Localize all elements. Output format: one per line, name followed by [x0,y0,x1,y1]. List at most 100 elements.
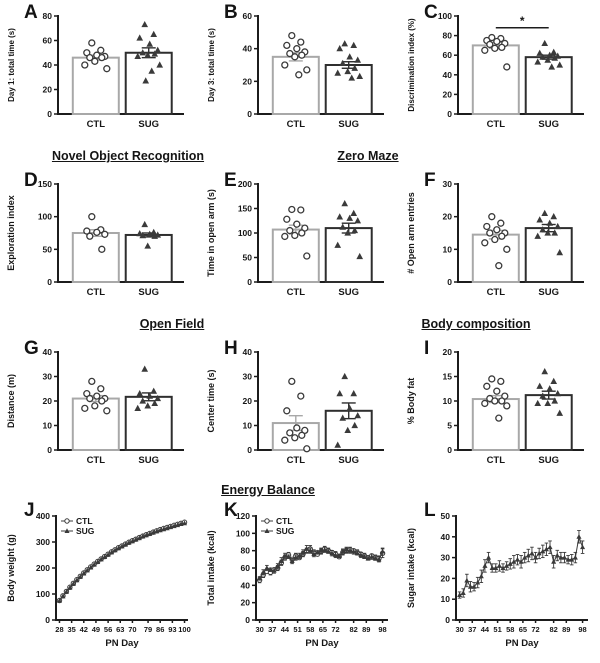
svg-text:80: 80 [43,11,53,21]
svg-text:15: 15 [443,372,453,382]
svg-text:40: 40 [441,532,451,542]
panel-j: J 0 100 200 300 400 Body weight (g) 28 35 42 49 56… [0,500,200,662]
chart-time-in-open-arm: 0 50 100 150 200 Time in open arm (s) CTL SUG [200,170,400,316]
svg-text:# Open arm entries: # Open arm entries [406,192,416,274]
panel-letter-f: F [424,170,437,191]
svg-text:CTL: CTL [487,455,506,466]
svg-text:SUG: SUG [538,287,559,298]
chart-svg-l: 0 10 20 30 40 50 Sugar intake (kcal) 30 37 44 51 58… [406,511,588,649]
svg-text:65: 65 [519,625,527,634]
panel-i: I 0 5 10 15 20 % Body fat CTL SUG [400,338,600,484]
svg-text:72: 72 [531,625,539,634]
svg-text:150: 150 [38,179,52,189]
svg-text:SUG: SUG [338,455,359,466]
chart-sugar-intake: 0 10 20 30 40 50 Sugar intake (kcal) 30 37 44 51 58… [400,500,600,662]
svg-text:10: 10 [243,421,253,431]
section-title-open-field: Open Field [139,317,205,331]
chart-day3-total-time: 0 20 40 60 Day 3: total time (s) CTL SUG [200,2,400,148]
svg-text:30: 30 [43,372,53,382]
svg-text:40: 40 [243,44,253,54]
svg-text:Day 1: total time (s): Day 1: total time (s) [7,28,16,102]
svg-text:30: 30 [455,625,463,634]
panel-letter-l: L [424,500,437,521]
svg-text:60: 60 [241,563,251,573]
svg-text:42: 42 [80,625,88,634]
chart-svg-h: 0 10 20 30 40 Center time (s) CTL SUG [206,347,384,466]
svg-text:SUG: SUG [138,119,159,130]
chart-exploration-index: 0 50 100 150 Exploration index CTL SUG [0,170,200,316]
chart-svg-k: 0 20 40 60 80 100 120 Total intake (kcal) 30 37 44… [206,511,388,649]
svg-text:20: 20 [43,85,53,95]
svg-text:98: 98 [378,625,386,634]
svg-text:0: 0 [445,615,450,625]
svg-text:Time in open arm (s): Time in open arm (s) [206,189,216,277]
svg-text:100: 100 [438,11,452,21]
svg-text:Body weight (g): Body weight (g) [6,534,16,602]
svg-text:10: 10 [443,244,453,254]
panel-f: F 0 10 20 30 # Open arm entries CTL SUG [400,170,600,316]
svg-text:80: 80 [241,546,251,556]
svg-text:40: 40 [43,60,53,70]
panel-g: G 0 10 20 30 40 Distance (m) CTL SUG [0,338,200,484]
svg-text:98: 98 [578,625,586,634]
svg-text:CTL: CTL [287,455,306,466]
panel-letter-k: K [224,500,239,521]
chart-svg-c: 0 20 40 60 80 100 Discrimination index (%) CTL S… [407,11,584,130]
svg-text:20: 20 [443,89,453,99]
svg-text:30: 30 [255,625,263,634]
svg-text:40: 40 [241,580,251,590]
svg-text:30: 30 [443,179,453,189]
svg-text:Total intake (kcal): Total intake (kcal) [206,530,216,605]
svg-text:CTL: CTL [76,516,93,526]
svg-text:CTL: CTL [487,287,506,298]
svg-text:63: 63 [116,625,124,634]
svg-text:SUG: SUG [138,455,159,466]
svg-text:89: 89 [362,625,370,634]
svg-text:100: 100 [38,212,52,222]
svg-text:*: * [520,14,525,28]
svg-text:CTL: CTL [276,516,293,526]
svg-text:SUG: SUG [76,526,95,536]
svg-text:0: 0 [47,445,52,455]
svg-text:44: 44 [281,625,290,634]
svg-text:37: 37 [268,625,276,634]
svg-text:50: 50 [243,253,253,263]
svg-text:51: 51 [493,625,501,634]
svg-text:58: 58 [506,625,514,634]
svg-text:SUG: SUG [138,287,159,298]
section-title-zero-maze: Zero Maze [337,149,399,163]
panel-h: H 0 10 20 30 40 Center time (s) CTL SUG [200,338,400,484]
svg-text:0: 0 [247,109,252,119]
svg-text:Discrimination index (%): Discrimination index (%) [407,18,416,112]
svg-text:PN Day: PN Day [105,638,139,649]
svg-text:Center time (s): Center time (s) [206,369,216,432]
svg-text:89: 89 [562,625,570,634]
svg-text:SUG: SUG [538,119,559,130]
chart-svg-b: 0 20 40 60 Day 3: total time (s) CTL SUG [207,11,384,130]
svg-text:5: 5 [447,421,452,431]
svg-text:20: 20 [441,573,451,583]
svg-text:20: 20 [243,396,253,406]
svg-text:0: 0 [45,615,50,625]
svg-text:44: 44 [481,625,490,634]
svg-text:100: 100 [238,228,252,238]
svg-text:37: 37 [468,625,476,634]
svg-text:0: 0 [247,445,252,455]
svg-text:SUG: SUG [276,526,295,536]
svg-text:28: 28 [55,625,63,634]
panel-l: L 0 10 20 30 40 50 Sugar intake (kcal) 30 37 44 51… [400,500,600,662]
panel-letter-h: H [224,338,239,359]
panel-letter-c: C [424,2,439,23]
svg-text:51: 51 [293,625,301,634]
svg-text:400: 400 [36,511,50,521]
svg-text:PN Day: PN Day [505,638,539,649]
svg-text:200: 200 [36,563,50,573]
svg-text:0: 0 [447,277,452,287]
svg-text:49: 49 [92,625,100,634]
chart-day1-total-time: 0 20 40 60 80 Day 1: total time (s) CTL SUG [0,2,200,148]
svg-text:60: 60 [443,50,453,60]
panel-letter-b: B [224,2,239,23]
panel-a: A 0 20 40 60 80 Day 1: total time (s) CTL SUG [0,2,200,148]
svg-text:0: 0 [245,615,250,625]
svg-text:20: 20 [43,396,53,406]
